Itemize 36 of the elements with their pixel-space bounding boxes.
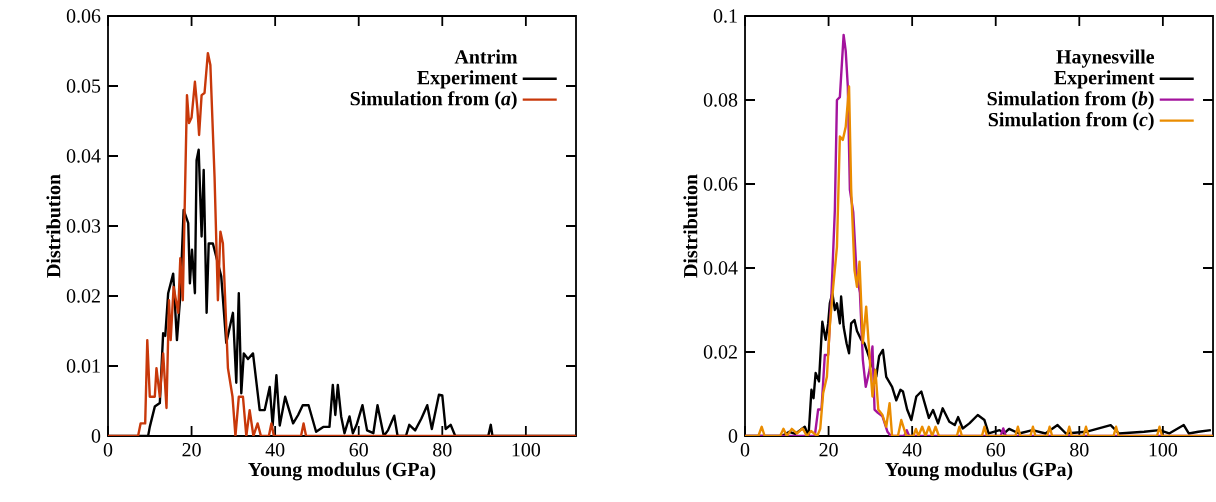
y-tick-label: 0 [728, 429, 738, 443]
x-tick-label: 80 [1070, 443, 1089, 457]
y-tick-label: 0.01 [66, 359, 100, 373]
y-tick-label: 0.02 [66, 289, 100, 303]
y-tick-label: 0.04 [66, 149, 101, 163]
x-tick-label: 40 [265, 443, 285, 457]
x-axis-title: Young modulus (GPa) [248, 462, 436, 481]
y-tick-label: 0.08 [703, 93, 738, 107]
x-tick-label: 100 [1149, 443, 1178, 457]
legend-label: Experiment [417, 70, 518, 89]
x-axis-title: Young modulus (GPa) [885, 462, 1073, 481]
y-axis-title: Distribution [46, 174, 61, 278]
y-tick-label: 0.03 [66, 219, 101, 233]
x-tick-label: 100 [512, 443, 541, 457]
legend-title: Antrim [454, 49, 518, 64]
y-axis-title: Distribution [683, 174, 698, 278]
y-tick-label: 0.06 [703, 177, 738, 191]
x-tick-label: 20 [182, 443, 201, 457]
y-tick-label: 0.05 [66, 79, 101, 93]
x-tick-label: 80 [433, 443, 452, 457]
y-tick-label: 0.02 [703, 345, 737, 359]
y-tick-label: 0.1 [713, 9, 737, 23]
y-tick-label: 0.04 [703, 261, 738, 275]
legend-title: Haynesville [1056, 49, 1155, 68]
legend-label: Experiment [1054, 70, 1155, 89]
x-tick-label: 0 [740, 443, 750, 457]
legend-label: Simulation from (a) [350, 91, 517, 110]
y-tick-label: 0.06 [66, 9, 101, 23]
x-tick-label: 20 [819, 443, 838, 457]
y-tick-label: 0 [91, 429, 101, 443]
x-tick-label: 0 [103, 443, 113, 457]
x-tick-label: 60 [349, 443, 368, 457]
x-tick-label: 40 [902, 443, 922, 457]
legend-label: Simulation from (c) [988, 112, 1154, 131]
legend-label: Simulation from (b) [987, 91, 1154, 110]
x-tick-label: 60 [986, 443, 1005, 457]
